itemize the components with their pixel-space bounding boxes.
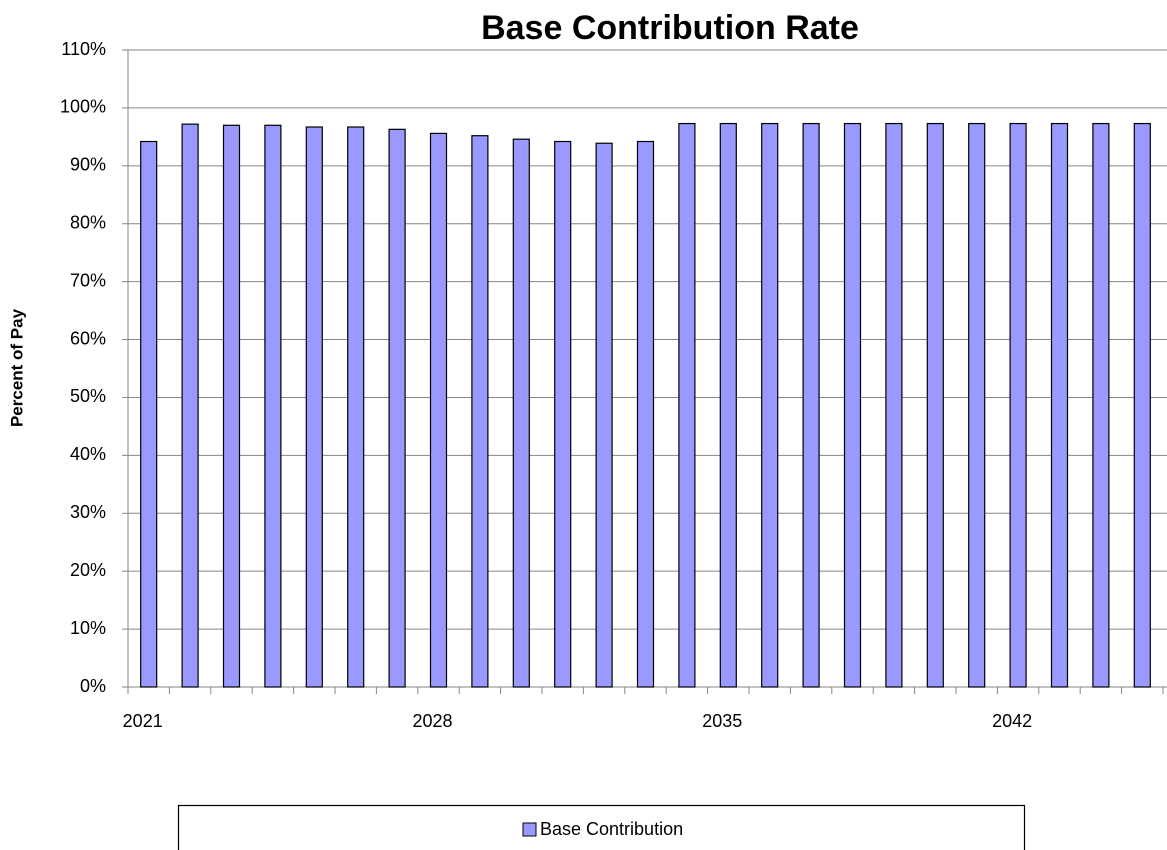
bar bbox=[1133, 122, 1151, 688]
bar bbox=[140, 140, 158, 688]
legend-swatch bbox=[522, 822, 537, 837]
y-tick-label: 20% bbox=[70, 560, 106, 580]
y-tick-label: 60% bbox=[70, 328, 106, 348]
y-tick-label: 70% bbox=[70, 270, 106, 290]
bar bbox=[554, 140, 572, 688]
bar bbox=[264, 124, 282, 688]
y-tick-label: 50% bbox=[70, 386, 106, 406]
legend-label: Base Contribution bbox=[540, 819, 683, 839]
y-tick-label: 0% bbox=[80, 676, 106, 696]
bar bbox=[968, 122, 986, 688]
bar bbox=[595, 142, 613, 688]
chart-title: Base Contribution Rate bbox=[481, 9, 859, 47]
bar bbox=[181, 123, 199, 688]
bar bbox=[802, 122, 820, 688]
bar bbox=[471, 135, 489, 688]
bar bbox=[636, 140, 655, 688]
x-tick-label: 2028 bbox=[412, 711, 452, 731]
bar bbox=[388, 128, 406, 688]
bar bbox=[512, 138, 530, 688]
x-tick-label: 2021 bbox=[123, 711, 163, 731]
bar bbox=[885, 122, 903, 688]
y-axis-title: Percent of Pay bbox=[7, 308, 26, 427]
bar bbox=[305, 126, 323, 688]
bar bbox=[1009, 122, 1027, 688]
y-tick-label: 30% bbox=[70, 502, 106, 522]
bar bbox=[222, 124, 241, 688]
bar bbox=[347, 126, 365, 688]
y-tick-label: 110% bbox=[61, 39, 106, 59]
bar bbox=[678, 122, 696, 688]
y-tick-label: 100% bbox=[60, 97, 106, 117]
bar bbox=[719, 122, 737, 688]
y-tick-label: 40% bbox=[70, 444, 106, 464]
legend-box bbox=[177, 804, 1026, 850]
bar bbox=[843, 122, 862, 688]
y-tick-label: 80% bbox=[70, 212, 106, 232]
y-tick-label: 90% bbox=[70, 155, 106, 175]
bar bbox=[1050, 122, 1069, 688]
y-tick-label: 10% bbox=[70, 618, 106, 638]
bar bbox=[429, 132, 448, 688]
x-tick-label: 2035 bbox=[702, 711, 742, 731]
bar bbox=[926, 122, 944, 688]
bar bbox=[1092, 122, 1110, 688]
bar bbox=[761, 122, 779, 688]
x-tick-label: 2042 bbox=[992, 711, 1032, 731]
